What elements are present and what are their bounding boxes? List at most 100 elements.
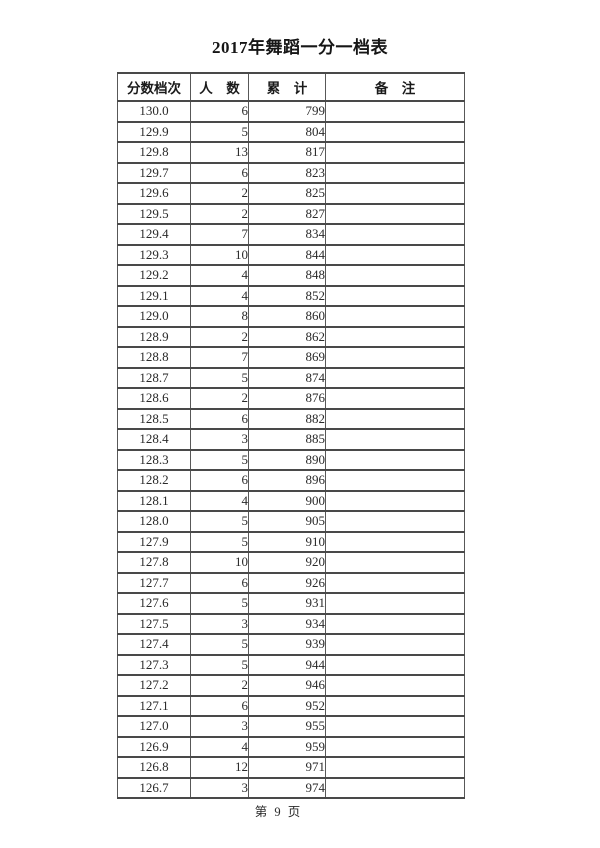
score-cell: 126.8: [117, 756, 191, 779]
remark-cell: [325, 366, 465, 389]
cumulative-cell: 952: [248, 694, 326, 717]
remark-cell: [325, 469, 465, 492]
remark-cell: [325, 756, 465, 779]
cumulative-cell: 896: [248, 469, 326, 492]
table-row: 127.0 3 955: [117, 715, 465, 738]
table-row: 129.4 7 834: [117, 223, 465, 246]
table-row: 128.9 2 862: [117, 325, 465, 348]
cumulative-cell: 944: [248, 653, 326, 676]
cumulative-cell: 862: [248, 325, 326, 348]
count-cell: 5: [190, 592, 249, 615]
cumulative-cell: 885: [248, 428, 326, 451]
remark-cell: [325, 694, 465, 717]
score-cell: 129.3: [117, 243, 191, 266]
remark-cell: [325, 715, 465, 738]
table-row: 127.8 10 920: [117, 551, 465, 574]
score-cell: 127.8: [117, 551, 191, 574]
cumulative-cell: 852: [248, 284, 326, 307]
remark-cell: [325, 489, 465, 512]
count-cell: 3: [190, 612, 249, 635]
count-cell: 6: [190, 407, 249, 430]
remark-cell: [325, 161, 465, 184]
cumulative-cell: 946: [248, 674, 326, 697]
cumulative-cell: 799: [248, 100, 326, 123]
cumulative-cell: 971: [248, 756, 326, 779]
score-cell: 127.9: [117, 530, 191, 553]
header-cumulative: 累 计: [248, 72, 326, 102]
header-remark: 备 注: [325, 72, 465, 102]
table-row: 127.2 2 946: [117, 674, 465, 697]
score-cell: 128.7: [117, 366, 191, 389]
cumulative-cell: 804: [248, 120, 326, 143]
table-row: 129.1 4 852: [117, 284, 465, 307]
table-row: 129.8 13 817: [117, 141, 465, 164]
count-cell: 7: [190, 223, 249, 246]
score-cell: 129.8: [117, 141, 191, 164]
remark-cell: [325, 776, 465, 799]
count-cell: 5: [190, 120, 249, 143]
score-cell: 129.5: [117, 202, 191, 225]
score-cell: 128.5: [117, 407, 191, 430]
remark-cell: [325, 346, 465, 369]
cumulative-cell: 955: [248, 715, 326, 738]
table-row: 128.4 3 885: [117, 428, 465, 451]
score-cell: 127.0: [117, 715, 191, 738]
score-cell: 127.3: [117, 653, 191, 676]
remark-cell: [325, 305, 465, 328]
cumulative-cell: 825: [248, 182, 326, 205]
count-cell: 2: [190, 674, 249, 697]
count-cell: 5: [190, 633, 249, 656]
table-row: 129.7 6 823: [117, 161, 465, 184]
cumulative-cell: 890: [248, 448, 326, 471]
table-row: 129.0 8 860: [117, 305, 465, 328]
cumulative-cell: 860: [248, 305, 326, 328]
count-cell: 7: [190, 346, 249, 369]
page-number: 第 9 页: [254, 805, 303, 819]
count-cell: 3: [190, 776, 249, 799]
table-row: 130.0 6 799: [117, 100, 465, 123]
remark-cell: [325, 100, 465, 123]
count-cell: 13: [190, 141, 249, 164]
score-cell: 128.3: [117, 448, 191, 471]
table-row: 127.4 5 939: [117, 633, 465, 656]
cumulative-cell: 827: [248, 202, 326, 225]
cumulative-cell: 931: [248, 592, 326, 615]
table-row: 126.9 4 959: [117, 735, 465, 758]
score-cell: 129.7: [117, 161, 191, 184]
table-body: 130.0 6 799 129.9 5 804 129.8 13 817 129.7 6 823 129…: [117, 100, 465, 799]
page-title: 2017年舞蹈一分一档表: [212, 38, 388, 57]
count-cell: 5: [190, 653, 249, 676]
count-cell: 4: [190, 735, 249, 758]
remark-cell: [325, 243, 465, 266]
count-cell: 2: [190, 325, 249, 348]
remark-cell: [325, 653, 465, 676]
remark-cell: [325, 387, 465, 410]
cumulative-cell: 920: [248, 551, 326, 574]
remark-cell: [325, 223, 465, 246]
score-cell: 129.1: [117, 284, 191, 307]
remark-cell: [325, 592, 465, 615]
cumulative-cell: 934: [248, 612, 326, 635]
score-cell: 128.4: [117, 428, 191, 451]
score-cell: 127.7: [117, 571, 191, 594]
table-row: 129.6 2 825: [117, 182, 465, 205]
count-cell: 2: [190, 182, 249, 205]
table-row: 128.8 7 869: [117, 346, 465, 369]
count-cell: 6: [190, 694, 249, 717]
count-cell: 8: [190, 305, 249, 328]
score-cell: 126.9: [117, 735, 191, 758]
count-cell: 6: [190, 469, 249, 492]
score-cell: 129.9: [117, 120, 191, 143]
table-header-row: 分数档次 人 数 累 计 备 注: [117, 72, 465, 102]
score-cell: 129.2: [117, 264, 191, 287]
score-cell: 127.2: [117, 674, 191, 697]
cumulative-cell: 876: [248, 387, 326, 410]
remark-cell: [325, 407, 465, 430]
score-cell: 129.6: [117, 182, 191, 205]
score-cell: 127.1: [117, 694, 191, 717]
score-cell: 127.6: [117, 592, 191, 615]
table-row: 129.9 5 804: [117, 120, 465, 143]
table-row: 127.5 3 934: [117, 612, 465, 635]
cumulative-cell: 959: [248, 735, 326, 758]
cumulative-cell: 900: [248, 489, 326, 512]
